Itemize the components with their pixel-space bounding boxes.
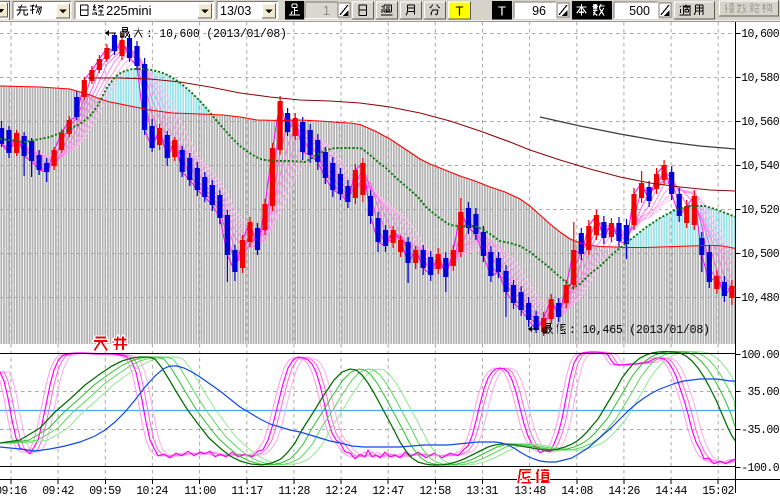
svg-text:10,580: 10,580 xyxy=(741,72,780,85)
svg-text:14:08: 14:08 xyxy=(561,485,593,498)
svg-text:225mini: 225mini xyxy=(106,3,152,18)
svg-text:11:17: 11:17 xyxy=(231,485,263,498)
svg-text:13:48: 13:48 xyxy=(514,485,546,498)
svg-text:10,520: 10,520 xyxy=(741,204,780,217)
svg-text:: 10,600 (2013/01/08): : 10,600 (2013/01/08) xyxy=(146,28,287,41)
svg-text:13:31: 13:31 xyxy=(466,485,498,498)
svg-text:09:59: 09:59 xyxy=(89,485,121,498)
svg-text:09:16: 09:16 xyxy=(0,485,27,498)
svg-text:09:42: 09:42 xyxy=(42,485,74,498)
svg-text:11:00: 11:00 xyxy=(184,485,216,498)
svg-text:11:28: 11:28 xyxy=(278,485,310,498)
svg-text:1: 1 xyxy=(323,4,330,18)
svg-text:-100.0: -100.0 xyxy=(741,462,780,475)
svg-text:12:58: 12:58 xyxy=(419,485,451,498)
svg-text:T: T xyxy=(456,4,464,19)
svg-text:500: 500 xyxy=(629,4,650,18)
svg-text:13/03: 13/03 xyxy=(220,4,251,18)
svg-text:10,540: 10,540 xyxy=(741,160,780,173)
svg-text:14:44: 14:44 xyxy=(655,485,687,498)
svg-text:-35.00: -35.00 xyxy=(741,424,780,437)
svg-text:100.00: 100.00 xyxy=(741,349,780,362)
svg-text:15:02: 15:02 xyxy=(702,485,734,498)
svg-text:12:24: 12:24 xyxy=(325,485,357,498)
svg-text:96: 96 xyxy=(532,4,546,18)
svg-text:10:24: 10:24 xyxy=(136,485,168,498)
svg-text:10,560: 10,560 xyxy=(741,116,780,129)
svg-text:10,500: 10,500 xyxy=(741,248,780,261)
svg-text:14:26: 14:26 xyxy=(608,485,640,498)
svg-text:12:47: 12:47 xyxy=(372,485,404,498)
svg-text:10,480: 10,480 xyxy=(741,292,780,305)
svg-text:35.00: 35.00 xyxy=(747,386,779,399)
svg-text:T: T xyxy=(498,4,506,19)
svg-text:: 10,465 (2013/01/08): : 10,465 (2013/01/08) xyxy=(569,324,710,337)
svg-text:10,600: 10,600 xyxy=(741,28,780,41)
